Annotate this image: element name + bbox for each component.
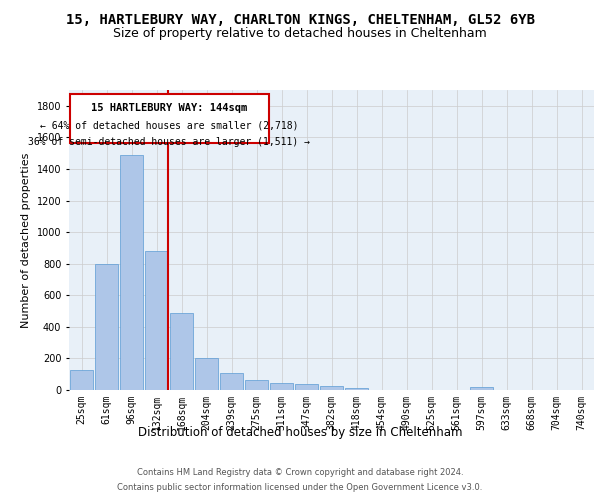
Text: Distribution of detached houses by size in Cheltenham: Distribution of detached houses by size … xyxy=(138,426,462,439)
Bar xyxy=(95,264,118,390)
Text: 15, HARTLEBURY WAY, CHARLTON KINGS, CHELTENHAM, GL52 6YB: 15, HARTLEBURY WAY, CHARLTON KINGS, CHEL… xyxy=(65,12,535,26)
Bar xyxy=(295,384,319,390)
Text: ← 64% of detached houses are smaller (2,718): ← 64% of detached houses are smaller (2,… xyxy=(40,120,299,130)
Text: Size of property relative to detached houses in Cheltenham: Size of property relative to detached ho… xyxy=(113,28,487,40)
Bar xyxy=(269,383,293,390)
Bar xyxy=(170,312,193,390)
Bar xyxy=(320,386,343,390)
Bar xyxy=(220,374,244,390)
Text: 15 HARTLEBURY WAY: 144sqm: 15 HARTLEBURY WAY: 144sqm xyxy=(91,102,247,113)
Bar xyxy=(145,251,169,390)
Text: Contains public sector information licensed under the Open Government Licence v3: Contains public sector information licen… xyxy=(118,483,482,492)
Text: Contains HM Land Registry data © Crown copyright and database right 2024.: Contains HM Land Registry data © Crown c… xyxy=(137,468,463,477)
Y-axis label: Number of detached properties: Number of detached properties xyxy=(21,152,31,328)
Bar xyxy=(470,387,493,390)
Bar xyxy=(70,370,94,390)
Bar xyxy=(245,380,268,390)
Bar xyxy=(119,154,143,390)
Bar xyxy=(194,358,218,390)
Text: 36% of semi-detached houses are larger (1,511) →: 36% of semi-detached houses are larger (… xyxy=(28,136,310,146)
Bar xyxy=(344,388,368,390)
Bar xyxy=(70,94,269,143)
